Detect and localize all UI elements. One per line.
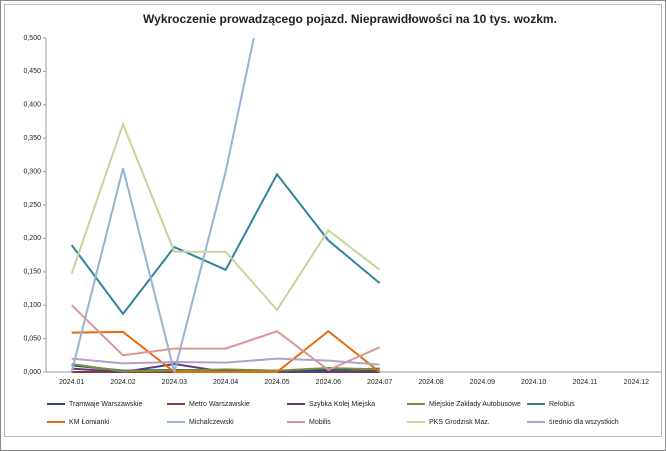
y-tick-label: 0,250 [23, 202, 41, 209]
x-tick-label: 2024.07 [367, 379, 392, 386]
y-tick-label: 0,150 [23, 269, 41, 276]
x-tick-label: 2024.03 [162, 379, 187, 386]
y-tick-label: 0,100 [23, 302, 41, 309]
legend-label: Szybka Kolej Miejska [309, 401, 375, 408]
legend-label: Metro Warszawskie [189, 401, 250, 408]
series-line [71, 329, 381, 373]
series-line [70, 304, 381, 372]
series-line [71, 357, 380, 366]
legend-label: Tramwaje Warszawskie [69, 401, 142, 408]
x-tick-label: 2024.01 [59, 379, 84, 386]
y-tick-label: 0,200 [23, 235, 41, 242]
legend-label: KM Łomianki [69, 419, 110, 426]
x-tick-label: 2024.02 [110, 379, 135, 386]
series-line [71, 362, 380, 373]
y-tick-label: 0,050 [23, 335, 41, 342]
y-tick-label: 0,450 [23, 68, 41, 75]
legend-label: średnio dla wszystkich [549, 419, 619, 426]
y-tick-label: 0,350 [23, 135, 41, 142]
chart-title: Wykroczenie prowadzącego pojazd. Niepraw… [143, 12, 557, 26]
legend-label: Miejskie Zakłady Autobusowe [429, 401, 521, 408]
x-tick-label: 2024.08 [418, 379, 443, 386]
x-tick-label: 2024.10 [521, 379, 546, 386]
chart-frame [4, 4, 662, 437]
x-tick-label: 2024.11 [573, 379, 598, 386]
y-tick-label: 0,400 [23, 102, 41, 109]
x-tick-label: 2024.12 [624, 379, 649, 386]
plot-area [70, 38, 381, 374]
series-line [70, 38, 255, 373]
x-tick-label: 2024.04 [213, 379, 238, 386]
legend-label: Relobus [549, 401, 575, 408]
legend-label: PKS Grodzisk Maz. [429, 419, 490, 426]
legend-label: Mobilis [309, 419, 331, 426]
y-tick-label: 0,300 [23, 168, 41, 175]
y-tick-label: 0,000 [23, 369, 41, 376]
y-tick-label: 0,500 [23, 35, 41, 42]
x-tick-label: 2024.09 [470, 379, 495, 386]
series-line [70, 121, 381, 312]
x-tick-label: 2024.06 [316, 379, 341, 386]
series-line [70, 172, 381, 316]
x-tick-label: 2024.05 [264, 379, 289, 386]
legend-label: Michalczewski [189, 419, 234, 426]
